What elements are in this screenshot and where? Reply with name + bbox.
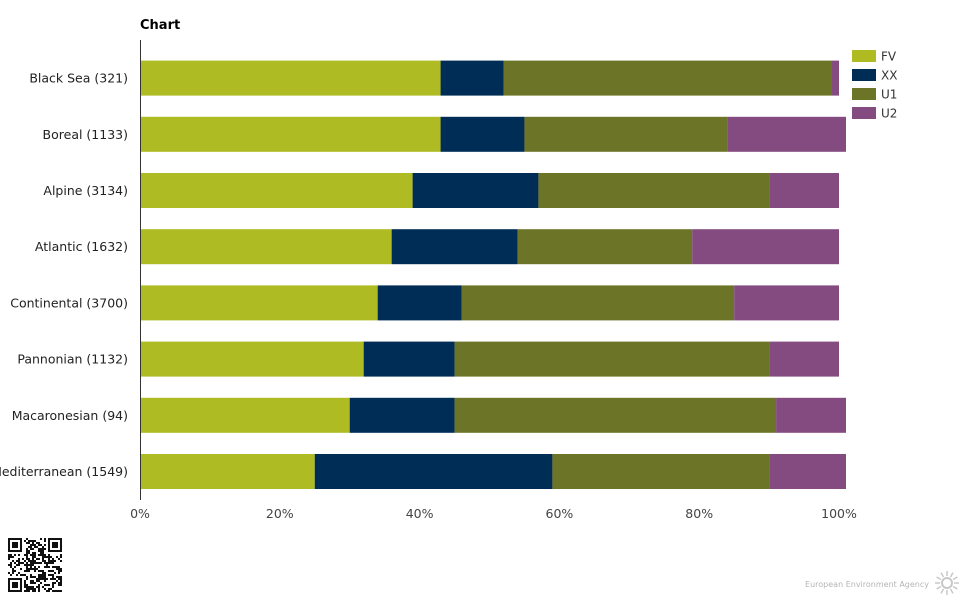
bar-segment-fv-5[interactable] [140, 341, 364, 377]
x-tick-label: 100% [821, 506, 857, 521]
bar-segment-xx-7[interactable] [314, 454, 553, 489]
bar-segment-u1-5[interactable] [454, 341, 770, 377]
category-labels: Black Sea (321) Boreal (1133) Alpine (3134… [0, 71, 128, 479]
qr-code [8, 538, 62, 592]
legend-swatch-u1[interactable] [852, 88, 876, 100]
bar-segment-xx-5[interactable] [363, 341, 455, 377]
bar-segment-u2-6[interactable] [776, 397, 846, 433]
bar-segment-fv-6[interactable] [140, 397, 350, 433]
bar-segment-u2-3[interactable] [692, 229, 839, 265]
bar-segment-fv-1[interactable] [140, 116, 441, 152]
sun-icon [941, 577, 953, 589]
bars-group [140, 60, 846, 489]
category-label: Pannonian (1132) [17, 352, 128, 367]
x-tick-label: 60% [546, 506, 574, 521]
category-label: Continental (3700) [10, 295, 128, 310]
category-label: Black Sea (321) [29, 71, 128, 86]
bar-segment-fv-7[interactable] [140, 454, 315, 489]
eea-logo [935, 571, 959, 595]
bar-segment-fv-4[interactable] [140, 285, 378, 321]
bar-segment-xx-6[interactable] [349, 397, 455, 433]
x-tick-label: 0% [130, 506, 150, 521]
legend-label-fv[interactable]: FV [881, 50, 897, 64]
category-label: Alpine (3134) [43, 183, 128, 198]
x-axis-ticks: 0% 20% 40% 60% 80% 100% [130, 506, 857, 521]
legend-label-xx[interactable]: XX [881, 69, 897, 83]
bar-segment-u1-2[interactable] [538, 173, 770, 208]
bar-segment-xx-0[interactable] [440, 60, 504, 96]
bar-segment-fv-3[interactable] [140, 229, 392, 265]
bar-segment-u2-4[interactable] [734, 285, 839, 321]
legend-label-u1[interactable]: U1 [881, 88, 897, 102]
category-label: Boreal (1133) [43, 127, 128, 142]
bar-segment-fv-2[interactable] [140, 173, 413, 208]
bar-segment-u2-2[interactable] [769, 173, 839, 208]
legend-swatch-xx[interactable] [852, 69, 876, 81]
bar-segment-xx-3[interactable] [391, 229, 518, 265]
bar-segment-u1-1[interactable] [524, 116, 728, 152]
bar-segment-u1-6[interactable] [454, 397, 777, 433]
x-tick-label: 80% [685, 506, 713, 521]
bar-segment-fv-0[interactable] [140, 60, 441, 96]
legend: FV XX U1 U2 [852, 50, 897, 121]
legend-label-u2[interactable]: U2 [881, 107, 897, 121]
bar-segment-u1-4[interactable] [461, 285, 735, 321]
footer-credit: European Environment Agency [805, 580, 929, 589]
bar-segment-u2-0[interactable] [832, 60, 839, 96]
legend-swatch-fv[interactable] [852, 50, 876, 62]
bar-segment-xx-4[interactable] [377, 285, 462, 321]
category-label: Atlantic (1632) [35, 239, 128, 254]
bar-segment-u2-7[interactable] [769, 454, 846, 489]
category-label: Mediterranean (1549) [0, 464, 128, 479]
bar-segment-u1-7[interactable] [552, 454, 770, 489]
sun-rays-icon [935, 571, 959, 595]
bar-segment-xx-2[interactable] [412, 173, 539, 208]
bar-segment-u1-3[interactable] [517, 229, 693, 265]
bar-segment-xx-1[interactable] [440, 116, 525, 152]
bar-segment-u2-5[interactable] [769, 341, 839, 377]
bar-segment-u1-0[interactable] [503, 60, 833, 96]
category-label: Macaronesian (94) [12, 408, 128, 423]
legend-swatch-u2[interactable] [852, 107, 876, 119]
x-tick-label: 40% [406, 506, 434, 521]
x-tick-label: 20% [266, 506, 294, 521]
bar-segment-u2-1[interactable] [727, 116, 846, 152]
chart-title: Chart [140, 18, 180, 33]
